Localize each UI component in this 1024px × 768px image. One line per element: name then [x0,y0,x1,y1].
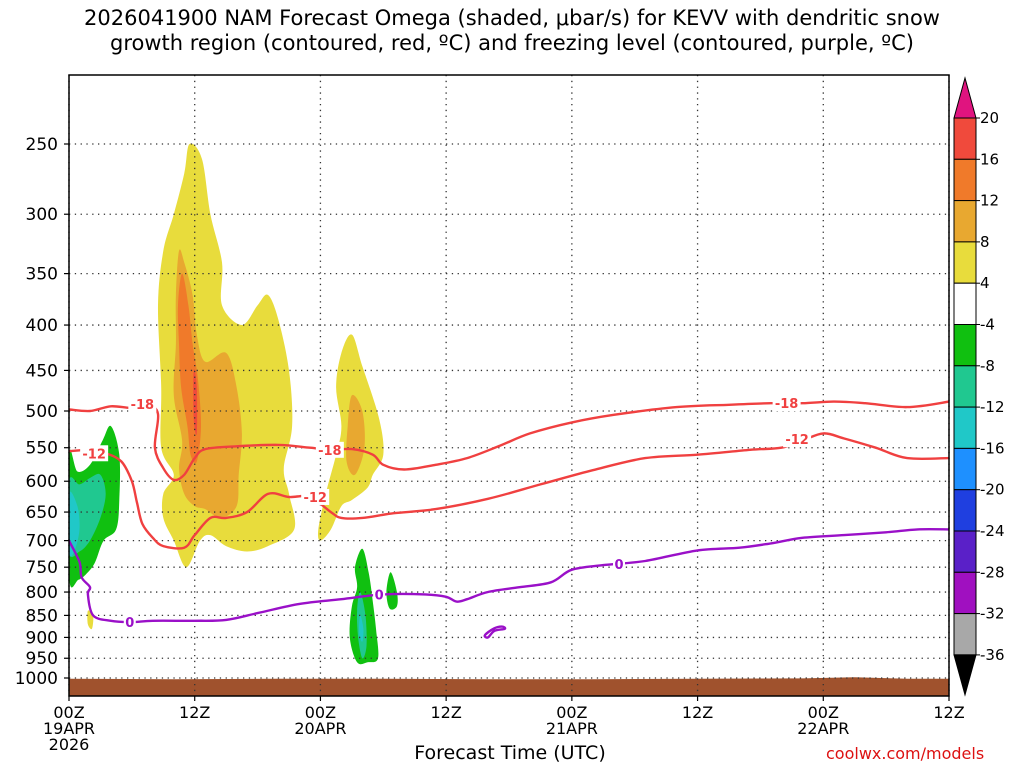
contour-0 [69,400,949,482]
colorbar-box-8 [953,406,977,449]
contour-label-2: -18 [318,444,342,459]
xtick-label-0-0: 00Z [53,703,84,722]
colorbar-label-7: -12 [980,398,1005,416]
colorbar-box-2 [953,158,977,202]
contour-label-1: -12 [82,447,106,462]
closed-contour-0 [483,625,507,639]
xtick-label-72-0: 00Z [808,703,839,722]
contour-label-bg-7 [373,586,386,603]
colorbar-box-10 [953,489,977,532]
colorbar-label-9: -20 [980,481,1005,499]
terrain-fill [69,677,949,696]
xtick-label-36-0: 12Z [430,703,461,722]
ytick-label-800: 800 [26,583,58,603]
colorbar-label-4: 4 [980,274,990,292]
ytick-label-1000: 1000 [15,669,58,689]
contour-label-bg-5 [783,431,812,448]
title-line-2: growth region (contoured, red, ºC) and f… [110,31,914,55]
omega-shade-5 [346,394,365,476]
ytick-label-400: 400 [26,316,58,336]
ytick-label-850: 850 [26,606,58,626]
credit-link[interactable]: coolwx.com/models [826,744,985,763]
xtick-label-12-0: 12Z [179,703,210,722]
omega-shade-14 [359,615,364,642]
xtick-label-0-1: 19APR [43,719,95,738]
contour-label-bg-4 [772,395,801,412]
colorbar-label-1: 16 [980,150,999,168]
ytick-label-350: 350 [26,265,58,285]
plot-frame [68,74,950,697]
colorbar-box-11 [953,530,977,573]
colorbar-label-8: -16 [980,439,1005,457]
contour-label-bg-3 [301,488,330,505]
chart-title: 2026041900 NAM Forecast Omega (shaded, μ… [0,6,1024,56]
contour-label-bg-6 [123,614,136,631]
colorbar-label-12: -32 [980,605,1005,623]
colorbar-box-7 [953,365,977,408]
colorbar-box-3 [953,200,977,243]
ytick-label-250: 250 [26,135,58,155]
ytick-label-300: 300 [26,205,58,225]
terrain-ground [69,677,949,696]
colorbar-arrow-bottom [953,654,977,697]
xtick-label-72-1: 22APR [797,719,849,738]
xtick-label-0-2: 2026 [49,735,90,754]
contour-label-bg-1 [80,445,109,462]
contour-labels: -18 -12 -18 -12 -18 -12 0 0 0 [80,395,812,631]
colorbar-box-9 [953,447,977,491]
contour-label-bg-8 [613,556,625,573]
colorbar-box-13 [953,613,977,656]
xtick-label-48-0: 00Z [556,703,587,722]
colorbar-label-13: -36 [980,646,1005,664]
colorbar-box-12 [953,571,977,615]
omega-shade-10 [386,572,398,610]
colorbar-box-5 [953,282,977,326]
ytick-label-900: 900 [26,628,58,648]
omega-colorbar: 20 16 12 8 4 -4 -8 -12 -16 -20 -24 -28 -32 -36 [953,76,1005,697]
colorbar-label-10: -24 [980,522,1005,540]
colorbar-label-3: 8 [980,233,990,251]
xtick-label-24-1: 20APR [294,719,346,738]
contour-label-8: 0 [614,558,623,573]
ytick-label-600: 600 [26,472,58,492]
contour-label-7: 0 [375,588,384,603]
contour-label-bg-2 [315,441,344,458]
ytick-label-750: 750 [26,558,58,578]
contour-label-4: -18 [775,397,799,412]
ytick-label-700: 700 [26,532,58,552]
contour-2 [69,528,949,624]
contour-label-0: -18 [131,398,155,413]
xtick-label-84-0: 12Z [933,703,964,722]
omega-shading [69,143,398,665]
xtick-label-48-1: 21APR [546,719,598,738]
title-line-1: 2026041900 NAM Forecast Omega (shaded, μ… [84,6,940,30]
ytick-label-650: 650 [26,503,58,523]
ytick-label-950: 950 [26,649,58,669]
colorbar-box-6 [953,324,977,367]
xtick-label-60-0: 12Z [682,703,713,722]
contour-label-5: -12 [785,433,809,448]
ytick-label-450: 450 [26,361,58,381]
contour-label-3: -12 [303,491,327,506]
xtick-label-24-0: 00Z [305,703,336,722]
colorbar-label-5: -4 [980,316,995,334]
ytick-label-550: 550 [26,439,58,459]
contour-label-bg-0 [128,396,157,413]
colorbar-label-6: -8 [980,357,995,375]
colorbar-label-11: -28 [980,563,1005,581]
pressure-axis: 2503003504004505005506006507007508008509… [15,135,69,689]
ytick-label-500: 500 [26,402,58,422]
colorbar-label-0: 20 [980,109,999,127]
colorbar-label-2: 12 [980,192,999,210]
omega-shade-13 [69,491,80,557]
contour-label-6: 0 [125,616,134,631]
colorbar-box-1 [953,117,977,160]
x-axis-label: Forecast Time (UTC) [414,742,606,764]
colorbar-arrow-top [953,76,977,119]
colorbar-box-4 [953,241,977,284]
